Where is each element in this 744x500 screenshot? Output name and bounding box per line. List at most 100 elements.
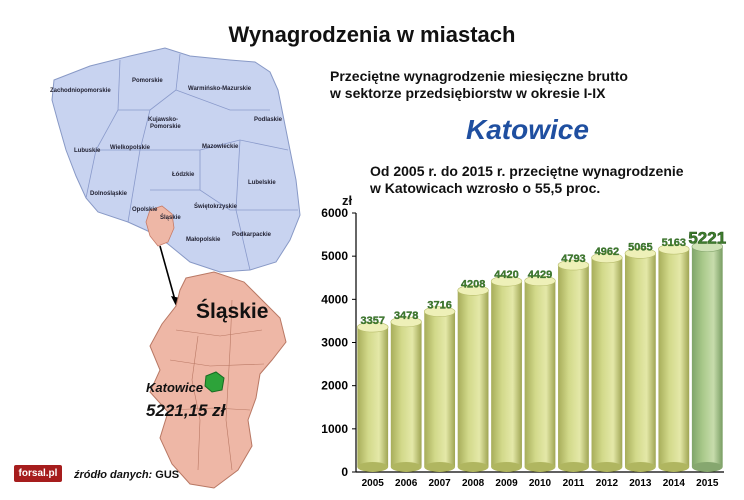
county-borders: [167, 299, 265, 471]
label-swietokrzyskie: Świętokrzyskie: [194, 203, 238, 210]
bar-top: [524, 275, 556, 287]
bar-top: [457, 285, 489, 296]
region-label: Śląskie: [196, 299, 268, 323]
growth-text: Od 2005 r. do 2015 r. przeciętne wynagro…: [370, 163, 730, 197]
bar: [558, 265, 589, 467]
voivodeship-labels: Zachodniopomorskie Pomorskie Warmińsko-M…: [50, 78, 283, 243]
bar: [658, 249, 690, 467]
main-title: Wynagrodzenia w miastach: [228, 22, 516, 47]
x-tick-label: 2013: [629, 478, 652, 489]
x-tick-label: 2014: [663, 478, 686, 489]
x-tick-label: 2012: [596, 478, 619, 489]
label-podlaskie: Podlaskie: [254, 117, 283, 123]
bar-base: [524, 462, 556, 472]
data-label: 4793: [561, 253, 585, 265]
x-tick-label: 2009: [495, 478, 518, 489]
label-podkarpackie: Podkarpackie: [232, 232, 272, 238]
voivodeship-borders: [85, 53, 298, 271]
label-warminsko-mazurskie: Warmińsko-Mazurskie: [188, 86, 252, 92]
bar: [524, 280, 556, 467]
bar: [424, 311, 456, 467]
x-tick-label: 2007: [429, 478, 452, 489]
label-dolnoslaskie: Dolnośląskie: [90, 191, 128, 197]
bar-base: [491, 462, 522, 472]
bar: [457, 290, 489, 467]
label-wielkopolskie: Wielkopolskie: [110, 145, 151, 151]
bar-base: [357, 462, 389, 472]
bar-top: [390, 316, 422, 328]
y-tick-label: 1000: [321, 422, 348, 436]
forsal-logo: forsal.pl: [14, 465, 62, 482]
bar-base: [691, 462, 723, 472]
bar-top: [357, 321, 389, 333]
bar-top: [658, 243, 690, 255]
poland-map: [51, 47, 301, 273]
data-label: 3357: [360, 315, 384, 327]
growth-line-1: Od 2005 r. do 2015 r. przeciętne wynagro…: [370, 163, 684, 179]
data-label: 5221: [688, 229, 726, 248]
label-slaskie-small: Śląskie: [160, 214, 181, 221]
bar-base: [591, 462, 623, 472]
x-tick-label: 2008: [462, 478, 485, 489]
bar: [591, 257, 623, 467]
source-name: GUS: [155, 469, 180, 481]
bar: [390, 321, 422, 467]
label-mazowieckie: Mazowieckie: [202, 144, 239, 150]
bar-top: [624, 248, 657, 259]
slaskie-highlight-small: [145, 205, 175, 247]
label-pomorskie: Pomorskie: [132, 78, 163, 84]
bar: [491, 281, 522, 467]
x-tick-label: 2010: [529, 478, 552, 489]
city-label: Katowice: [146, 380, 203, 395]
bar-top: [423, 306, 456, 317]
data-label: 5065: [628, 241, 652, 253]
data-label: 4420: [494, 269, 518, 281]
label-pomorskie-2: Pomorskie: [150, 124, 181, 130]
y-tick-label: 2000: [321, 379, 348, 393]
city-value-label: 5221,15 zł: [146, 401, 227, 420]
data-source: źródło danych: GUS: [74, 469, 179, 481]
x-tick-label: 2006: [395, 478, 418, 489]
chart-subtitle: Przeciętne wynagrodzenie miesięczne brut…: [330, 68, 650, 102]
bar-base: [390, 462, 422, 472]
label-opolskie: Opolskie: [132, 207, 158, 213]
label-kujawsko: Kujawsko-: [148, 117, 178, 123]
y-tick-label: 4000: [321, 292, 348, 306]
data-label: 5163: [662, 237, 686, 249]
y-tick-label: 3000: [321, 336, 348, 350]
bar-top: [691, 241, 723, 252]
data-label: 4208: [461, 278, 485, 290]
bar-base: [624, 462, 656, 472]
x-tick-label: 2005: [362, 478, 385, 489]
bar-base: [658, 462, 690, 472]
y-tick-label: 5000: [321, 249, 348, 263]
pointer-arrow: [159, 245, 176, 301]
data-label: 4429: [528, 269, 552, 281]
bar-base: [457, 462, 489, 472]
data-label: 4962: [595, 246, 619, 258]
bar: [691, 246, 723, 467]
bar: [357, 327, 389, 467]
label-lubuskie: Lubuskie: [74, 148, 101, 154]
label-lodzkie: Łódzkie: [172, 172, 195, 178]
bar-top: [591, 252, 623, 264]
growth-line-2: w Katowicach wzrosło o 55,5 proc.: [370, 180, 601, 196]
label-malopolskie: Małopolskie: [186, 237, 221, 243]
katowice-city-shape: [204, 371, 225, 393]
y-axis-unit: zł: [342, 193, 353, 208]
bar-top: [557, 259, 590, 271]
label-zachodniopomorskie: Zachodniopomorskie: [50, 88, 111, 94]
label-lubelskie: Lubelskie: [248, 180, 276, 186]
city-title: Katowice: [466, 114, 589, 145]
bar-top: [490, 275, 523, 287]
bar: [624, 253, 656, 467]
data-label: 3716: [427, 300, 451, 312]
bar-base: [558, 462, 589, 472]
subtitle-line-1: Przeciętne wynagrodzenie miesięczne brut…: [330, 68, 628, 84]
source-prefix: źródło danych:: [74, 469, 153, 481]
y-tick-label: 6000: [321, 206, 348, 220]
x-tick-label: 2015: [696, 478, 719, 489]
x-tick-label: 2011: [563, 478, 585, 489]
